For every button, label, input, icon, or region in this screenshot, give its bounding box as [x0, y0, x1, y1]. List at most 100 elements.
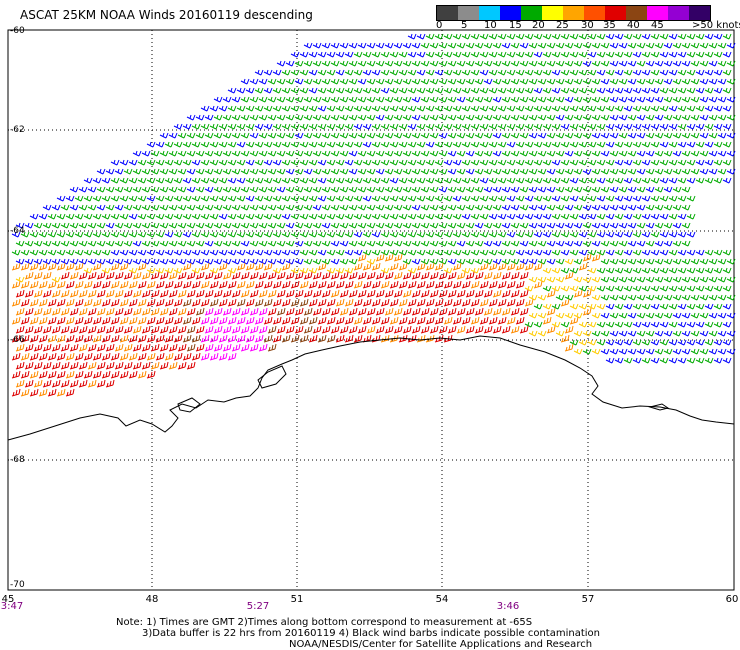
wind-barb	[276, 186, 286, 193]
wind-barb	[465, 325, 475, 334]
wind-barb	[281, 298, 291, 307]
wind-barb	[299, 298, 309, 307]
legend-label: 15	[509, 20, 522, 31]
wind-barb	[663, 186, 673, 193]
wind-barb	[398, 298, 408, 307]
wind-barb	[159, 168, 169, 175]
wind-barb	[290, 69, 300, 76]
wind-barb	[389, 316, 399, 325]
wind-barb	[492, 186, 502, 193]
wind-barb	[195, 222, 205, 229]
wind-barb	[416, 141, 426, 148]
wind-barb	[240, 289, 250, 298]
wind-barb	[407, 33, 417, 40]
wind-barb	[726, 114, 736, 121]
wind-barb	[312, 222, 322, 229]
wind-barb	[182, 352, 192, 361]
wind-barb	[389, 69, 399, 76]
wind-barb	[411, 78, 421, 85]
wind-barb	[443, 51, 453, 58]
wind-barb	[434, 69, 444, 76]
wind-barb	[411, 258, 421, 265]
wind-barb	[456, 96, 466, 103]
wind-barb	[101, 280, 111, 289]
wind-barb	[272, 159, 282, 166]
wind-barb	[483, 307, 493, 316]
wind-barb	[218, 316, 228, 325]
wind-barb	[272, 69, 282, 76]
wind-barb	[699, 150, 709, 157]
wind-barb	[483, 60, 493, 67]
wind-barb	[11, 249, 21, 256]
wind-barb	[425, 280, 435, 289]
wind-barb	[555, 96, 565, 103]
wind-barb	[587, 87, 597, 94]
wind-barb	[240, 186, 250, 193]
wind-barb	[317, 105, 327, 112]
wind-barb	[474, 289, 484, 298]
wind-barb	[11, 334, 21, 343]
wind-barb	[317, 334, 327, 343]
wind-barb	[479, 33, 489, 40]
wind-barb	[362, 51, 372, 58]
wind-barb	[501, 96, 511, 103]
wind-barb	[407, 316, 417, 325]
wind-barb	[177, 186, 187, 193]
wind-barb	[542, 285, 552, 292]
wind-barb	[146, 177, 156, 184]
wind-barb	[564, 132, 574, 139]
wind-barb	[425, 213, 435, 220]
wind-barb	[519, 150, 529, 157]
wind-barb	[510, 204, 520, 211]
wind-barb	[690, 330, 700, 337]
wind-barb	[722, 321, 732, 328]
wind-barb	[600, 150, 610, 157]
wind-barb	[308, 177, 318, 184]
wind-barb	[209, 195, 219, 202]
wind-barb	[722, 267, 732, 274]
wind-barb	[339, 240, 349, 247]
wind-barb	[263, 195, 273, 202]
wind-barb	[537, 114, 547, 121]
wind-barb	[461, 159, 471, 166]
wind-barb	[308, 334, 318, 343]
wind-barb	[686, 321, 696, 328]
wind-barb	[299, 213, 309, 220]
wind-barb	[564, 343, 574, 352]
wind-barb	[389, 249, 399, 256]
wind-barb	[276, 258, 286, 265]
wind-barb	[339, 42, 349, 49]
wind-barb	[380, 249, 390, 256]
wind-barb	[443, 141, 453, 148]
wind-barb	[380, 177, 390, 184]
wind-barb	[519, 60, 529, 67]
wind-barb	[663, 276, 673, 283]
wind-barb	[465, 96, 475, 103]
wind-barb	[609, 168, 619, 175]
wind-barb	[231, 168, 241, 175]
wind-barb	[191, 141, 201, 148]
wind-barb	[348, 78, 358, 85]
wind-barb	[704, 267, 714, 274]
wind-barb	[524, 69, 534, 76]
wind-barb	[276, 150, 286, 157]
wind-barb	[542, 213, 552, 220]
wind-barb	[519, 258, 529, 265]
wind-barb	[636, 42, 646, 49]
wind-barb	[393, 114, 403, 121]
legend-label: 35	[603, 20, 616, 31]
wind-barb	[281, 69, 291, 76]
wind-barb	[402, 325, 412, 334]
wind-barb	[488, 141, 498, 148]
wind-barb	[537, 330, 547, 337]
wind-barb	[618, 78, 628, 85]
wind-barb	[294, 204, 304, 211]
wind-barb	[33, 222, 43, 229]
wind-barb	[636, 114, 646, 121]
wind-barb	[119, 298, 129, 307]
wind-barb	[528, 204, 538, 211]
wind-barb	[240, 96, 250, 103]
wind-barb	[524, 51, 534, 58]
wind-barb	[551, 231, 561, 238]
wind-barb	[614, 267, 624, 274]
